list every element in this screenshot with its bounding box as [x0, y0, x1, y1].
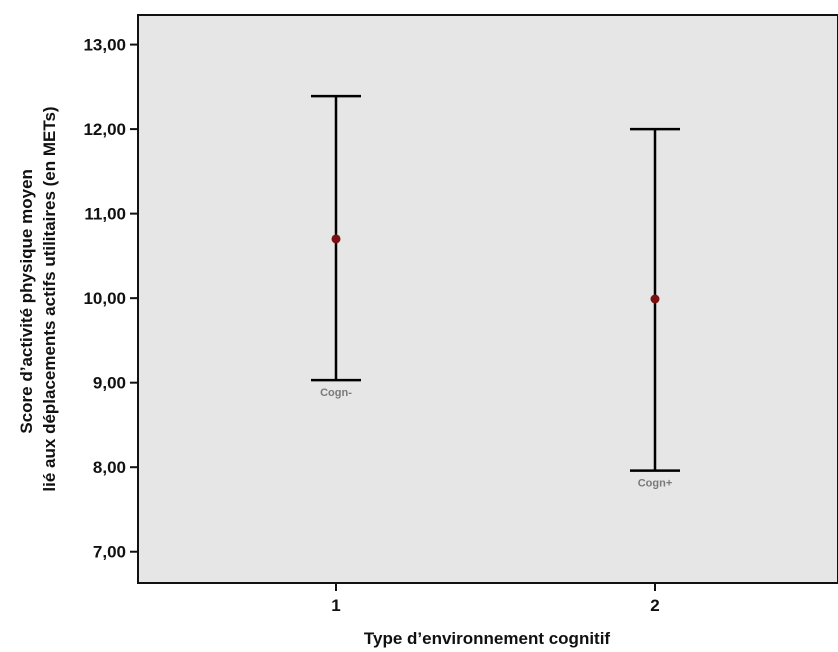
- y-axis-title-line-1: Score d’activité physique moyen: [17, 169, 36, 434]
- y-tick-label: 7,00: [93, 543, 126, 562]
- plot-area: [137, 14, 838, 584]
- y-axis-title-line-2: lié aux déplacements actifs utilitaires …: [40, 106, 59, 491]
- x-tick-label: 2: [650, 596, 659, 615]
- y-tick-label: 13,00: [83, 36, 126, 55]
- y-tick-label: 8,00: [93, 458, 126, 477]
- error-bars: Cogn- Cogn+: [311, 94, 680, 490]
- x-tick-label: 1: [331, 596, 340, 615]
- y-tick-label: 9,00: [93, 374, 126, 393]
- mean-point: [650, 294, 660, 304]
- y-axis-title: Score d’activité physique moyen lié aux …: [17, 106, 59, 491]
- mean-point: [331, 234, 341, 244]
- y-tick-label: 11,00: [84, 205, 126, 224]
- y-axis: 7,00 8,00 9,00 10,00 11,00 12,00 13,00: [83, 36, 138, 562]
- x-axis-title: Type d’environnement cognitif: [364, 629, 611, 648]
- y-tick-label: 12,00: [83, 120, 126, 139]
- error-bar-annotation: Cogn-: [320, 387, 352, 399]
- error-bar-annotation: Cogn+: [638, 478, 673, 490]
- y-tick-label: 10,00: [83, 289, 126, 308]
